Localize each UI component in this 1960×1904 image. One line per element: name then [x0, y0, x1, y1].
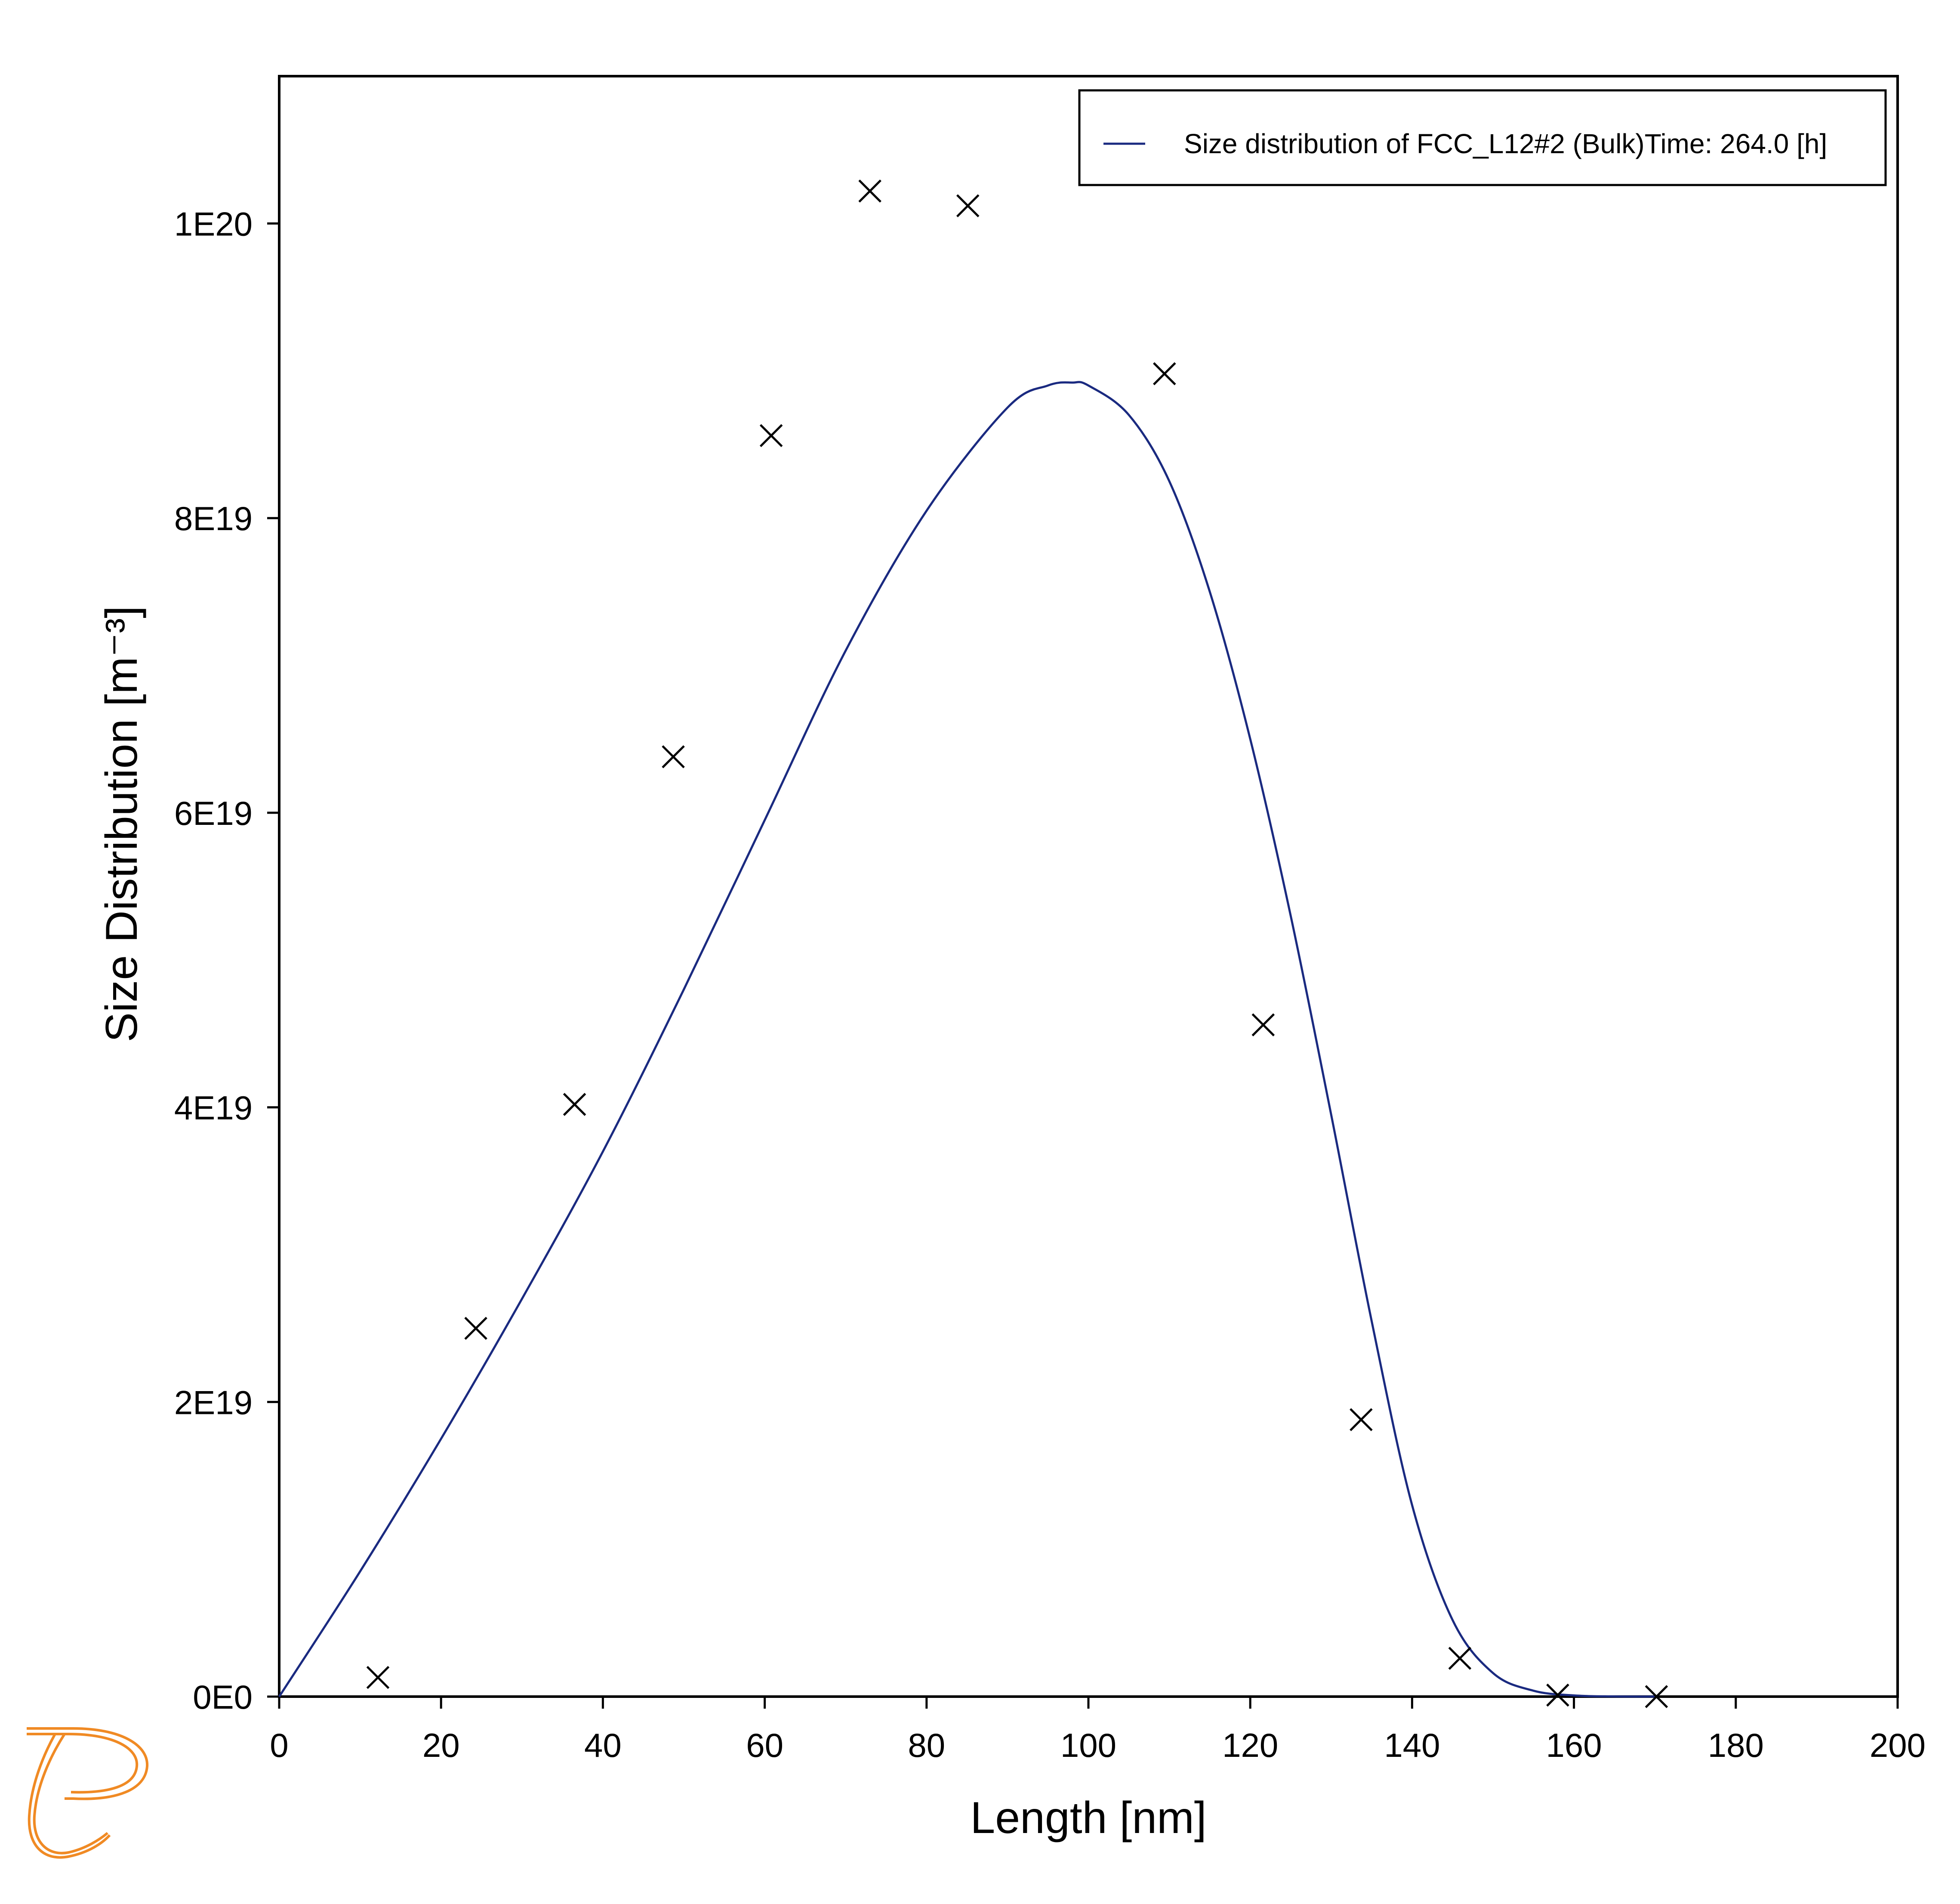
- data-point-marker: [759, 424, 783, 447]
- y-tick-label: 8E19: [174, 500, 253, 537]
- x-tick-label: 140: [1384, 1726, 1440, 1764]
- data-point-marker: [662, 745, 685, 768]
- y-tick-label: 0E0: [193, 1678, 253, 1716]
- data-point-marker: [1350, 1408, 1373, 1432]
- y-axis: 0E0 2E19 4E19 6E19 8E19 1E20: [174, 205, 279, 1716]
- legend-box: [1078, 89, 1887, 186]
- data-point-marker: [1153, 362, 1176, 386]
- y-tick-label: 1E20: [174, 205, 253, 243]
- data-point-marker: [563, 1092, 586, 1116]
- x-axis: 0 20 40 60 80 100 120 140 160 180 200: [270, 1697, 1926, 1764]
- x-tick-label: 80: [908, 1726, 945, 1764]
- data-point-marker: [366, 1666, 390, 1689]
- x-tick-label: 20: [422, 1726, 460, 1764]
- y-axis-title: Size Distribution [m⁻³]: [97, 606, 147, 1042]
- thermo-calc-logo-icon: [27, 1727, 149, 1859]
- x-tick-label: 120: [1222, 1726, 1278, 1764]
- legend: Size distribution of FCC_L12#2 (Bulk)Tim…: [1078, 89, 1887, 186]
- y-tick-label: 4E19: [174, 1089, 253, 1127]
- data-point-marker: [1546, 1683, 1569, 1707]
- y-tick-label: 6E19: [174, 794, 253, 832]
- x-axis-title: Length [nm]: [970, 1793, 1206, 1843]
- data-point-marker: [1448, 1647, 1472, 1670]
- y-tick-label: 2E19: [174, 1383, 253, 1421]
- data-point-marker: [858, 179, 881, 203]
- size-distribution-line: [278, 381, 1655, 1698]
- x-tick-label: 180: [1708, 1726, 1764, 1764]
- data-point-marker: [464, 1317, 487, 1340]
- series-line-group: [278, 381, 1655, 1698]
- plot-area-frame: [278, 75, 1899, 1698]
- data-point-marker: [1645, 1685, 1668, 1708]
- x-tick-label: 200: [1870, 1726, 1926, 1764]
- x-tick-label: 0: [270, 1726, 288, 1764]
- series-marker-group: [366, 179, 1668, 1708]
- data-point-marker: [1251, 1013, 1275, 1037]
- x-tick-label: 160: [1546, 1726, 1602, 1764]
- x-tick-label: 60: [746, 1726, 783, 1764]
- x-tick-label: 100: [1060, 1726, 1116, 1764]
- data-point-marker: [956, 194, 980, 218]
- legend-label: Size distribution of FCC_L12#2 (Bulk)Tim…: [1184, 128, 1827, 159]
- x-tick-label: 40: [584, 1726, 622, 1764]
